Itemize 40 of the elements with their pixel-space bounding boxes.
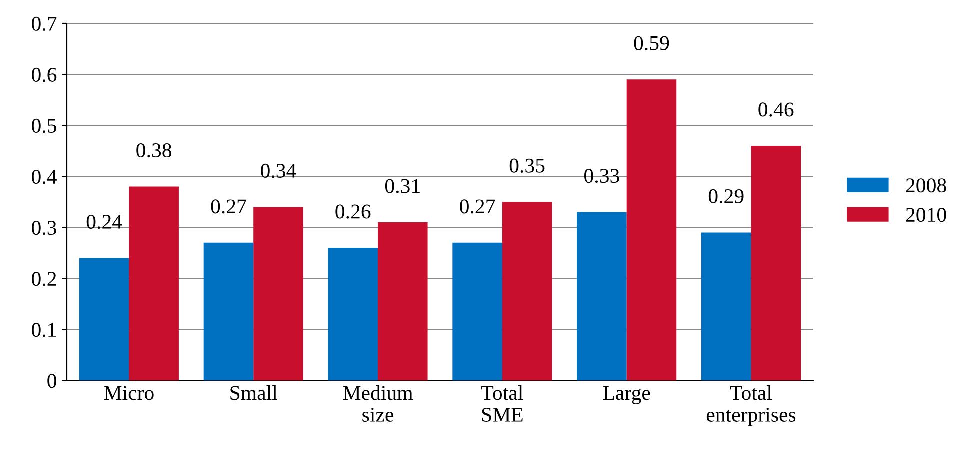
y-tick-label: 0.3: [32, 220, 56, 236]
x-tick-label: Total enterprises: [706, 386, 796, 426]
x-tick-label: Large: [603, 386, 650, 404]
y-tick-label: 0.5: [32, 118, 56, 134]
data-label: 0.29: [708, 189, 744, 204]
y-tick-label: 0.2: [32, 272, 56, 286]
data-label: 0.35: [510, 158, 545, 173]
data-label: 0.24: [86, 214, 122, 230]
x-tick-label: Micro: [104, 386, 154, 400]
bar: [577, 212, 627, 381]
legend-label: 2010: [906, 208, 946, 222]
data-label: 0.34: [261, 164, 296, 178]
data-label: 0.26: [336, 204, 371, 219]
bar: [378, 222, 428, 381]
data-label: 0.33: [584, 169, 620, 184]
bar: [254, 207, 304, 381]
data-label: 0.27: [460, 200, 496, 214]
x-tick-label: Small: [230, 386, 278, 400]
data-label: 0.59: [634, 36, 670, 50]
y-tick-label: 0.1: [32, 323, 56, 338]
bar: [502, 202, 552, 381]
y-tick-label: 0.6: [32, 68, 57, 82]
y-tick-label: 0: [48, 374, 56, 388]
data-label: 0.31: [385, 179, 420, 194]
bar: [129, 186, 179, 381]
bar: [452, 242, 502, 381]
x-tick-label: Medium size: [343, 386, 413, 422]
data-label: 0.27: [211, 200, 246, 214]
data-label: 0.46: [758, 102, 794, 117]
bar: [79, 258, 130, 381]
bar: [204, 242, 254, 381]
y-tick-label: 0.7: [32, 16, 57, 32]
bar: [328, 248, 378, 381]
data-label: 0.38: [136, 144, 172, 158]
bar: [626, 80, 677, 381]
x-tick-label: Total SME: [482, 386, 524, 422]
y-tick-label: 0.4: [32, 170, 57, 184]
bar: [751, 146, 802, 381]
bar: [701, 232, 752, 381]
legend-label: 2008: [906, 178, 946, 193]
